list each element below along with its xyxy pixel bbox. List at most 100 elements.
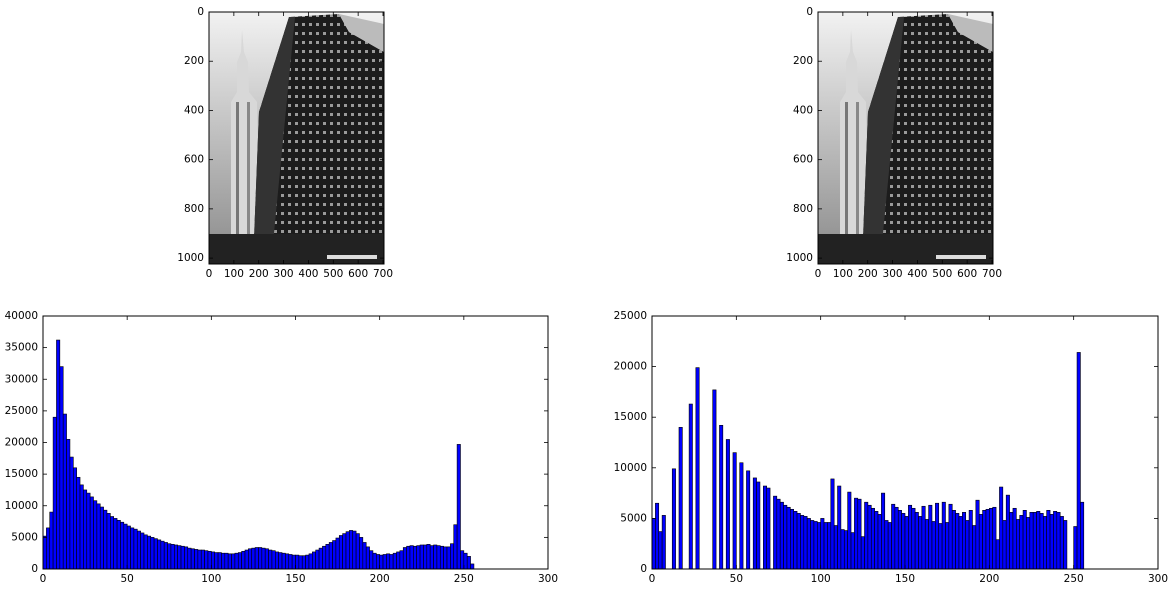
bar (938, 523, 943, 570)
bar (237, 552, 242, 570)
bar (66, 439, 71, 570)
y-tick-label: 400 (793, 104, 813, 116)
x-tick-label: 300 (538, 573, 558, 585)
bar (301, 555, 306, 570)
bar (1063, 520, 1068, 570)
bar (725, 439, 730, 570)
bar (322, 545, 327, 570)
y-tick-label: 20000 (614, 361, 647, 373)
bar (860, 536, 865, 570)
bar (180, 545, 185, 570)
bar (89, 496, 94, 570)
bar (962, 512, 967, 570)
bar (274, 551, 279, 570)
bar (423, 544, 428, 570)
bar (406, 545, 411, 570)
bar (42, 535, 47, 570)
x-tick-label: 300 (274, 268, 294, 280)
bar (982, 510, 987, 570)
bar (935, 502, 940, 570)
bar (1009, 512, 1014, 570)
bar (396, 551, 401, 570)
y-tick-label: 30000 (5, 373, 38, 385)
y-tick-label: 600 (184, 154, 204, 166)
bar (147, 535, 152, 570)
y-tick-label: 1000 (177, 252, 204, 264)
bar (456, 444, 461, 570)
x-tick-label: 500 (323, 268, 343, 280)
bar (248, 548, 253, 570)
bar (958, 516, 963, 570)
bar (349, 530, 354, 570)
y-tick-label: 15000 (614, 411, 647, 423)
bar (850, 532, 855, 570)
bar (773, 495, 778, 570)
bar (197, 549, 202, 570)
bar (776, 498, 781, 570)
bar (140, 532, 145, 570)
bar (992, 506, 997, 570)
bar (884, 520, 889, 570)
x-tick-label: 100 (201, 573, 221, 585)
y-tick-label: 0 (640, 563, 647, 575)
bar (877, 514, 882, 570)
bar (207, 550, 212, 570)
bar (328, 542, 333, 570)
bar (1073, 526, 1078, 570)
x-tick-label: 100 (833, 268, 853, 280)
bar (1019, 515, 1024, 570)
bar (157, 539, 162, 570)
bar (924, 519, 929, 570)
bar (887, 522, 892, 570)
x-tick-label: 400 (298, 268, 318, 280)
bar (345, 531, 350, 570)
bar (295, 554, 300, 570)
bar (315, 549, 320, 570)
bar (864, 501, 869, 570)
bar (463, 552, 468, 570)
bar (268, 549, 273, 570)
bar (989, 507, 994, 570)
bar (251, 547, 256, 570)
bar (288, 554, 293, 570)
bar (972, 525, 977, 570)
bar (187, 547, 192, 570)
bar (446, 546, 451, 570)
bar (800, 515, 805, 570)
y-tick-label: 15000 (5, 468, 38, 480)
bar (204, 550, 209, 570)
x-tick-label: 150 (895, 573, 915, 585)
y-tick-label: 5000 (620, 512, 647, 524)
bar (867, 504, 872, 570)
bar (833, 525, 838, 570)
bar (1005, 494, 1010, 570)
bar (847, 491, 852, 570)
bar (450, 543, 455, 570)
bar (1032, 512, 1037, 570)
bar (106, 513, 111, 570)
bar (739, 462, 744, 570)
bar (911, 507, 916, 570)
bar (779, 501, 784, 570)
bar (978, 514, 983, 570)
bar (1049, 514, 1054, 570)
bar (278, 552, 283, 570)
bar (234, 552, 239, 570)
bar (719, 424, 724, 570)
bar (49, 511, 54, 570)
bar (1046, 510, 1051, 570)
x-tick-label: 200 (370, 573, 390, 585)
bar (460, 550, 465, 570)
x-tick-label: 700 (982, 268, 1002, 280)
bar (931, 521, 936, 570)
bar (1036, 511, 1041, 570)
bar (170, 544, 175, 570)
bar (200, 549, 205, 570)
bar (945, 522, 950, 570)
bar (419, 544, 424, 570)
x-tick-label: 400 (907, 268, 927, 280)
bar (806, 518, 811, 570)
bar (651, 518, 656, 570)
bar (712, 389, 717, 570)
